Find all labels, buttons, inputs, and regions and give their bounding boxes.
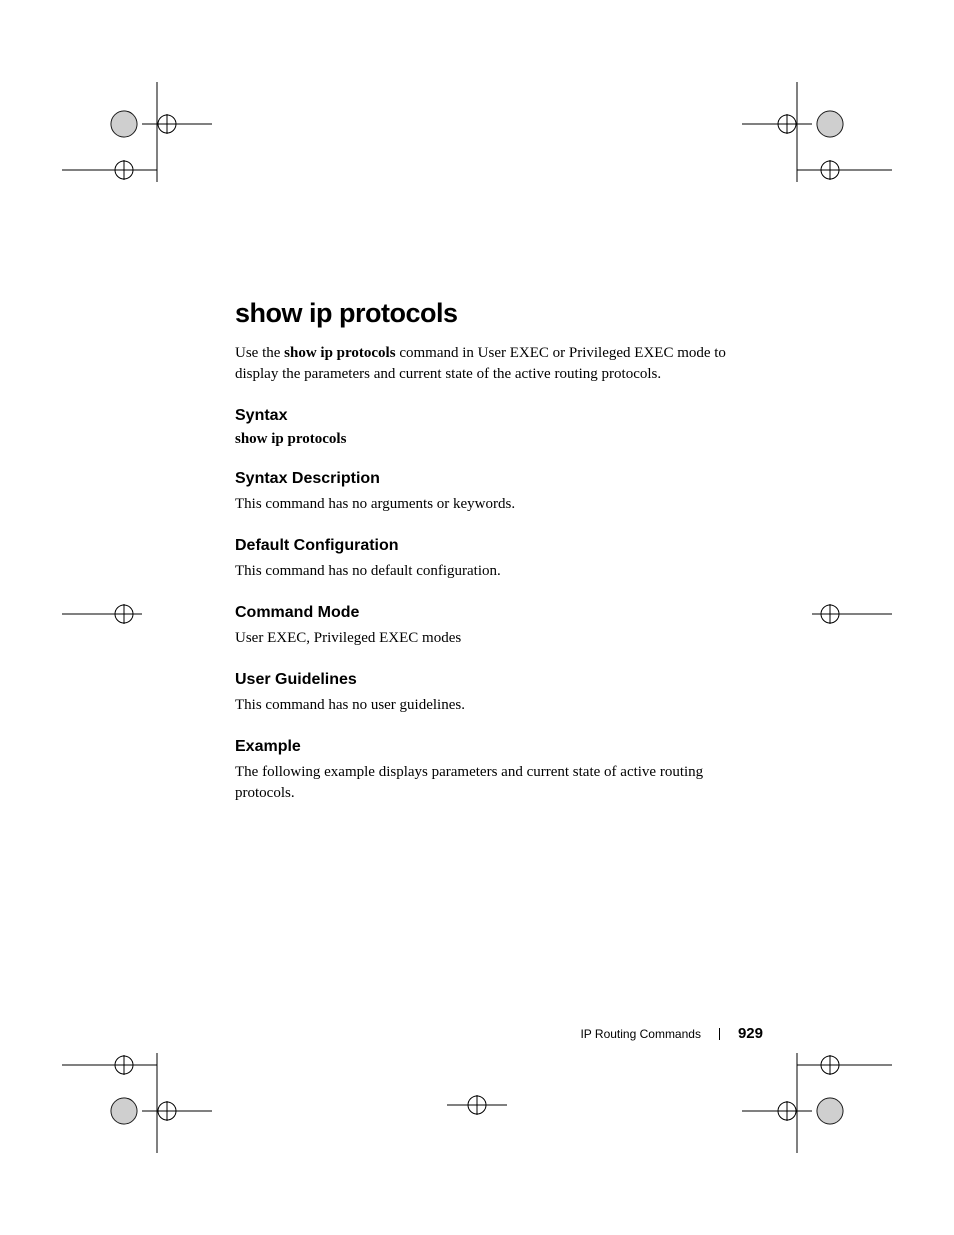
intro-prefix: Use the <box>235 345 284 361</box>
registration-mark-icon <box>62 82 212 182</box>
default-configuration-heading: Default Configuration <box>235 537 755 555</box>
command-mode-body: User EXEC, Privileged EXEC modes <box>235 628 755 649</box>
registration-mark-icon <box>742 82 892 182</box>
registration-mark-icon <box>447 1085 507 1125</box>
footer-section-label: IP Routing Commands <box>580 1027 701 1041</box>
page-content: show ip protocols Use the show ip protoc… <box>235 298 755 804</box>
syntax-heading: Syntax <box>235 407 755 425</box>
registration-mark-icon <box>812 594 892 634</box>
footer-page-number: 929 <box>738 1025 763 1042</box>
intro-command-name: show ip protocols <box>284 345 395 361</box>
intro-paragraph: Use the show ip protocols command in Use… <box>235 343 755 385</box>
example-heading: Example <box>235 738 755 756</box>
syntax-command: show ip protocols <box>235 431 755 448</box>
user-guidelines-body: This command has no user guidelines. <box>235 695 755 716</box>
registration-mark-icon <box>742 1053 892 1153</box>
user-guidelines-heading: User Guidelines <box>235 671 755 689</box>
registration-mark-icon <box>62 1053 212 1153</box>
command-mode-heading: Command Mode <box>235 604 755 622</box>
footer-divider <box>719 1028 720 1040</box>
example-body: The following example displays parameter… <box>235 762 755 804</box>
syntax-description-heading: Syntax Description <box>235 470 755 488</box>
registration-mark-icon <box>62 594 142 634</box>
page-footer: IP Routing Commands 929 <box>580 1025 763 1042</box>
syntax-description-body: This command has no arguments or keyword… <box>235 494 755 515</box>
command-title: show ip protocols <box>235 298 755 329</box>
default-configuration-body: This command has no default configuratio… <box>235 561 755 582</box>
